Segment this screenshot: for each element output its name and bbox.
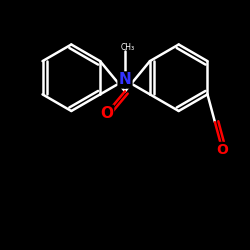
Text: CH₃: CH₃ (120, 43, 134, 52)
Text: N: N (119, 72, 132, 88)
Text: O: O (216, 143, 228, 157)
Text: O: O (100, 106, 113, 121)
